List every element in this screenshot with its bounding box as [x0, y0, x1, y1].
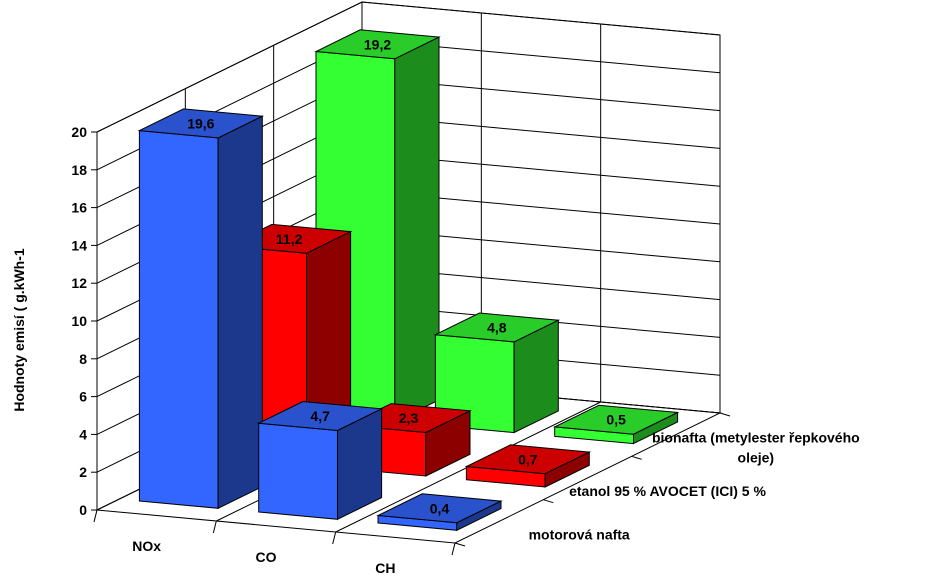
bar-top-face	[376, 493, 503, 524]
y-tick-label: 6	[79, 389, 87, 405]
bars: 19,2 4,8 0,5 11,2 2,3 0,7 19,6 4,7 0,4	[137, 29, 680, 532]
x-tick-mark	[212, 520, 217, 534]
bar-co-series-3: 4,8	[433, 312, 561, 434]
data-label: 4,8	[487, 319, 507, 335]
bar-ch-series-1: 0,4	[376, 493, 503, 532]
bar-top-face	[552, 404, 680, 435]
labels: NOx CO CH motorová nafta etanol 95 % AVOCET …	[132, 430, 859, 576]
y-axis-label: Hodnoty emisí ( g.kWh-1	[11, 248, 27, 412]
data-label: 0,5	[606, 412, 626, 428]
bar-front-face	[258, 422, 338, 520]
category-label: CH	[375, 560, 395, 576]
bar-top-face	[464, 444, 592, 475]
series-label: motorová nafta	[529, 526, 630, 542]
y-tick-label: 4	[79, 426, 87, 442]
depth-tick-mark	[631, 455, 642, 460]
bar-ch-series-2: 0,7	[464, 444, 592, 488]
bar-top-face	[137, 108, 265, 139]
bar-top-face	[433, 312, 561, 343]
data-label: 0,4	[430, 500, 450, 516]
bar-top-face	[256, 400, 384, 432]
data-label: 4,7	[310, 408, 330, 424]
bar-front-face	[138, 130, 219, 509]
bar-side-face	[394, 36, 440, 423]
bar-side-face	[217, 115, 263, 510]
y-tick-label: 10	[71, 313, 87, 329]
data-label: 19,6	[187, 115, 214, 131]
depth-tick-mark	[719, 412, 731, 417]
y-tick-label: 0	[79, 502, 87, 518]
data-label: 19,2	[364, 36, 391, 52]
series-label: bionafta (metylester řepkového	[652, 430, 860, 446]
x-tick-mark	[332, 531, 337, 545]
x-tick-mark	[93, 509, 98, 523]
depth-tick-mark	[543, 499, 554, 504]
y-tick-label: 18	[71, 162, 87, 178]
y-tick-label: 20	[71, 124, 87, 140]
series-label: oleje)	[738, 450, 775, 466]
bar-top-face	[314, 29, 441, 60]
depth-tick-mark	[454, 542, 466, 547]
y-tick-label: 14	[71, 237, 87, 253]
y-tick-label: 12	[71, 275, 87, 291]
y-tick-label: 16	[71, 200, 87, 216]
data-label: 2,3	[399, 410, 419, 426]
x-tick-mark	[451, 542, 456, 556]
category-label: CO	[256, 549, 277, 565]
data-label: 11,2	[276, 231, 303, 247]
y-tick-label: 2	[79, 464, 87, 480]
bar-co-series-1: 4,7	[256, 400, 384, 521]
data-label: 0,7	[518, 451, 538, 467]
y-tick-label: 8	[79, 351, 87, 367]
bar-nox-series-1: 19,6	[137, 108, 265, 510]
category-label: NOx	[132, 538, 161, 554]
series-label: etanol 95 % AVOCET (ICI) 5 %	[569, 483, 766, 499]
bar-ch-series-3: 0,5	[552, 404, 680, 445]
